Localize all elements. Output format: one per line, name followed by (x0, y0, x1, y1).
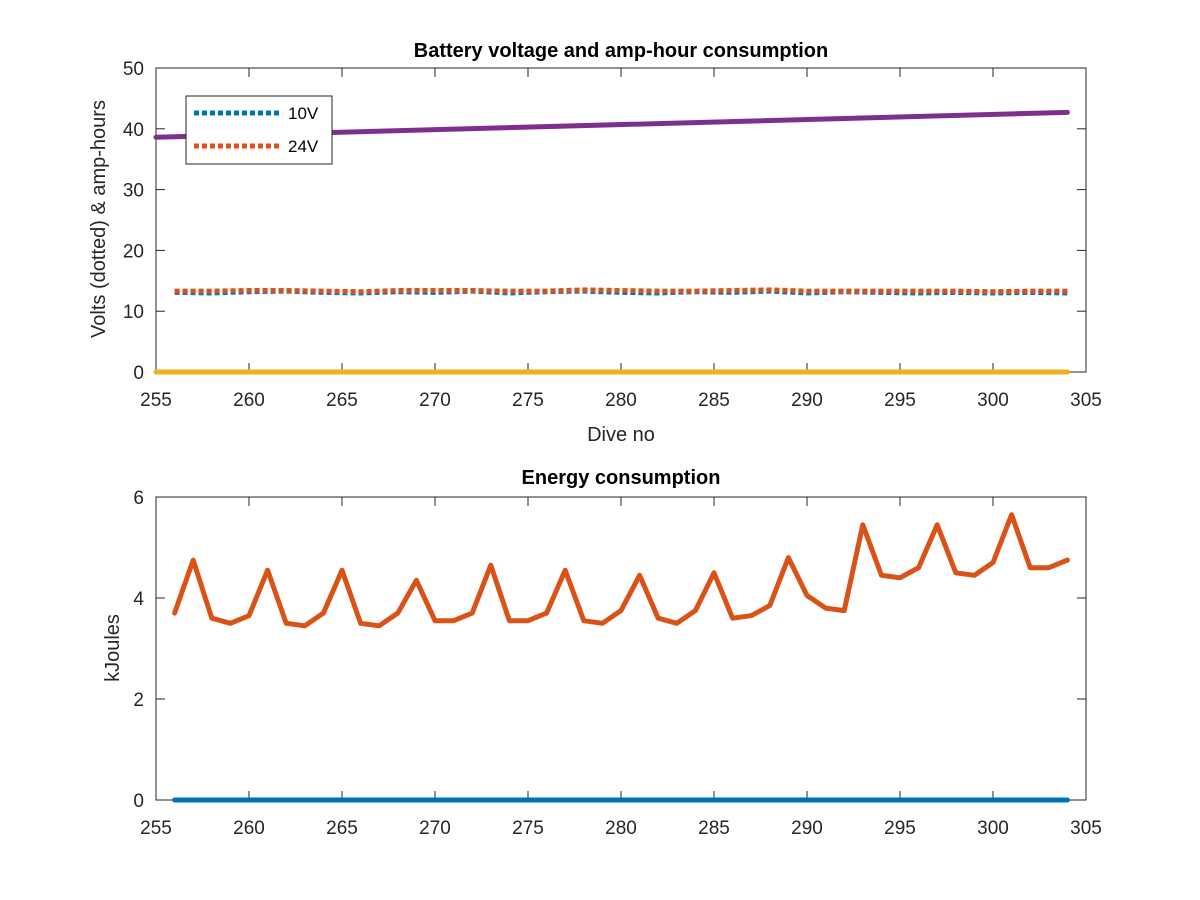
y-tick-label: 40 (123, 120, 144, 141)
x-tick-label: 300 (977, 390, 1009, 411)
y-tick-label: 10 (123, 302, 144, 323)
y-tick-label: 0 (133, 791, 144, 812)
y-tick-label: 0 (133, 363, 144, 384)
x-tick-label: 285 (698, 390, 730, 411)
x-tick-label: 295 (884, 818, 916, 839)
x-axis-label: Dive no (587, 424, 655, 446)
y-tick-label: 6 (133, 488, 144, 509)
x-tick-label: 290 (791, 818, 823, 839)
legend-label-10v: 10V (288, 104, 319, 123)
y-axis-label: Volts (dotted) & amp-hours (88, 100, 110, 338)
x-tick-label: 305 (1070, 390, 1102, 411)
x-tick-label: 305 (1070, 818, 1102, 839)
y-tick-label: 30 (123, 181, 144, 202)
x-tick-label: 255 (140, 390, 172, 411)
series-line-series-2 (172, 512, 1070, 629)
chart-title: Battery voltage and amp-hour consumption (414, 40, 828, 62)
x-tick-label: 285 (698, 818, 730, 839)
x-tick-label: 300 (977, 818, 1009, 839)
x-tick-label: 265 (326, 390, 358, 411)
plot-area: 255 260 265 270 275 280 285 290 295 300 305 0 2 4 6 (133, 488, 1101, 839)
x-tick-label: 295 (884, 390, 916, 411)
plot-area: 255 260 265 270 275 280 285 290 295 300 3050102030… (123, 59, 1102, 411)
x-tick-label: 270 (419, 390, 451, 411)
x-tick-label: 260 (233, 818, 265, 839)
axes-energy-consumption: Energy consumption kJoules 255 260 265 270 2… (102, 467, 1102, 839)
x-tick-label: 265 (326, 818, 358, 839)
y-tick-label: 50 (123, 59, 144, 80)
legend-box (185, 95, 333, 165)
x-tick-label: 275 (512, 818, 544, 839)
y-tick-label: 2 (133, 690, 144, 711)
x-tick-label: 290 (791, 390, 823, 411)
legend-label-24v: 24V (288, 137, 319, 156)
legend: 10V 24V (185, 95, 333, 165)
x-tick-label: 280 (605, 390, 637, 411)
x-tick-label: 275 (512, 390, 544, 411)
chart-title: Energy consumption (522, 467, 721, 489)
x-tick-label: 280 (605, 818, 637, 839)
y-tick-label: 20 (123, 241, 144, 262)
y-axis-label: kJoules (102, 614, 124, 682)
y-tick-label: 4 (133, 589, 144, 610)
series-line-24v (174, 287, 1068, 295)
x-tick-label: 260 (233, 390, 265, 411)
x-tick-label: 255 (140, 818, 172, 839)
x-tick-label: 270 (419, 818, 451, 839)
axes-battery-voltage: Battery voltage and amp-hour consumption… (88, 40, 1102, 446)
